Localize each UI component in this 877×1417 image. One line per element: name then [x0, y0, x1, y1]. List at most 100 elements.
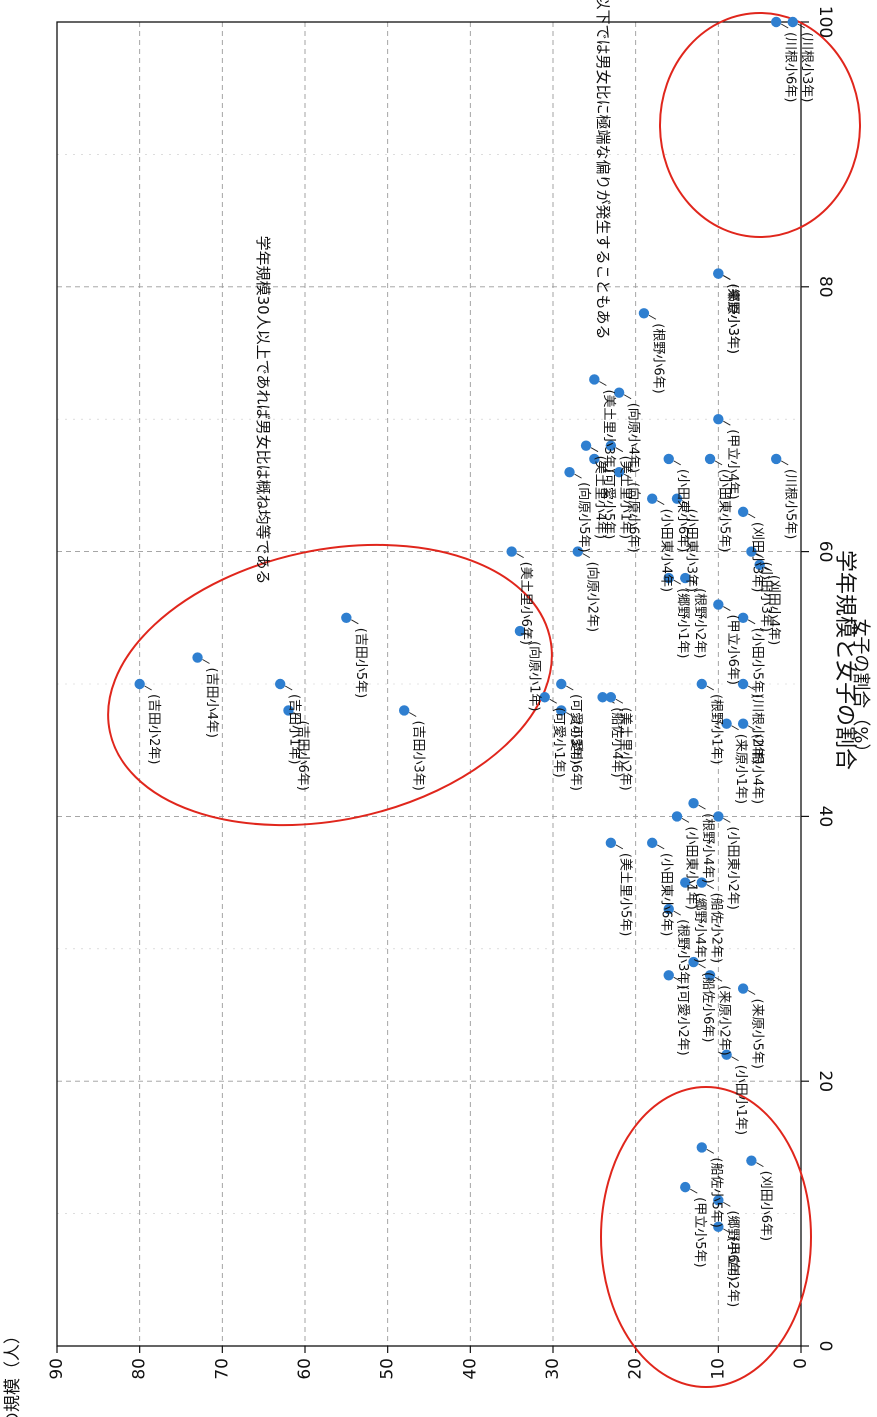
point-label: (小田東小5年) — [717, 469, 733, 552]
point-label: (向原小4年) — [626, 403, 642, 473]
leader-line — [747, 990, 756, 995]
point-label: (甲立小4年) — [725, 429, 740, 499]
leader-line — [566, 712, 574, 717]
data-point — [671, 493, 683, 504]
leader-line — [747, 685, 756, 691]
point-label: (小田東小4年) — [659, 509, 675, 592]
point-label: (美土里小5年) — [617, 853, 632, 936]
annotation-small-grade: 学年規模20人以下では男女比に極端な偏りが発生することもある — [594, 0, 612, 340]
leader-line — [698, 804, 706, 810]
point-label: (可愛小6年) — [568, 720, 583, 790]
data-point — [663, 453, 674, 465]
point-labels: (吉田小2年) (吉田小4年) (吉田小1年) (吉田小5年) (吉田小6年) (吉田小3… — [146, 32, 814, 1307]
data-point — [283, 705, 294, 716]
point-label: (美土里小2年) — [617, 707, 632, 790]
leader-lines — [144, 23, 805, 1234]
tick-label-count: 0 — [791, 1358, 811, 1369]
point-label: (船佐小6年) — [700, 972, 715, 1042]
point-label: (船佐小5年) — [708, 1157, 723, 1227]
leader-line — [714, 976, 723, 982]
data-point — [192, 652, 203, 663]
point-label: (小田東小6年) — [675, 469, 691, 552]
tick-label-count: 10 — [708, 1358, 728, 1380]
leader-line — [599, 381, 607, 386]
point-label: (吉田小6年) — [295, 720, 310, 790]
data-point — [680, 572, 691, 584]
plot-frame — [56, 21, 802, 1347]
leader-line — [566, 685, 574, 691]
leader-line — [797, 23, 805, 29]
leader-line — [516, 553, 524, 558]
point-label: (甲立小5年) — [692, 1197, 707, 1267]
point-label: (向原小6年) — [626, 482, 642, 552]
grid — [57, 22, 801, 1346]
data-point — [696, 678, 707, 690]
point-label: (川根小3年) — [799, 32, 814, 102]
tick-labels: 0 10 20 30 40 50 60 70 80 90 0 20 40 60 80 100 — [47, 6, 835, 1380]
leader-line — [723, 1228, 731, 1234]
leader-line — [723, 420, 731, 426]
data-point — [638, 308, 650, 319]
data-point — [704, 970, 716, 981]
tick-label-pct: 40 — [815, 806, 835, 828]
data-point — [713, 268, 724, 279]
data-point — [663, 572, 674, 584]
point-label: (可愛小3年) — [568, 694, 583, 764]
leader-line — [615, 844, 624, 850]
data-points — [134, 16, 798, 1233]
leader-line — [747, 513, 756, 519]
point-label: (来原小3年) — [725, 284, 740, 354]
tick-label-count: 40 — [460, 1358, 480, 1380]
y-axis-label: 学年の規模（人） — [3, 1327, 23, 1417]
leader-line — [698, 963, 706, 969]
data-point — [737, 612, 749, 623]
data-point — [704, 453, 716, 465]
point-label: (可愛小5年) — [601, 469, 616, 539]
ellipse-small-low-girls — [600, 1086, 812, 1388]
highlight-ellipses — [107, 12, 861, 1388]
data-point — [663, 903, 674, 915]
leader-line — [706, 1149, 715, 1154]
point-label: (川根小5年) — [783, 469, 798, 539]
data-point — [754, 559, 765, 571]
leader-line — [731, 1056, 739, 1062]
leader-line — [673, 910, 681, 916]
point-label: (向原小2年) — [584, 562, 600, 632]
data-point — [721, 1049, 732, 1060]
leader-line — [582, 553, 591, 558]
leader-line — [731, 725, 739, 731]
data-point — [696, 877, 707, 888]
point-label: (根野小6年) — [650, 323, 665, 393]
leader-line — [681, 818, 690, 823]
leader-line — [690, 1188, 698, 1194]
point-label: (根野小4年) — [700, 813, 715, 883]
leader-line — [202, 659, 210, 664]
point-label: (刈田小4年) — [766, 575, 781, 645]
point-label: (小田小1年) — [733, 1065, 748, 1135]
data-point — [680, 877, 691, 888]
data-point — [737, 678, 749, 690]
data-point — [737, 506, 749, 518]
leader-line — [706, 884, 715, 889]
data-point — [580, 440, 592, 451]
data-point — [696, 1142, 707, 1153]
data-point — [737, 718, 749, 729]
point-label: (小田小3年) — [758, 562, 773, 632]
leader-line — [747, 619, 756, 625]
data-point — [589, 374, 600, 385]
leader-line — [615, 447, 624, 453]
point-label: (根野小1年) — [708, 694, 723, 764]
point-label: (来原小2年) — [717, 985, 732, 1055]
point-label: (美土里小1年) — [617, 456, 632, 539]
data-point — [688, 956, 699, 968]
tick-label-pct: 0 — [815, 1341, 835, 1352]
ellipse-small-high-girls — [659, 12, 861, 238]
point-label: (刈田小3年) — [750, 522, 765, 592]
leader-line — [524, 632, 533, 638]
leader-line — [756, 1162, 764, 1168]
data-point — [605, 692, 617, 703]
point-label: (美土里小3年) — [601, 389, 616, 472]
point-label: (甲立小6年) — [725, 615, 740, 685]
point-label: (可愛小2年) — [675, 985, 690, 1055]
tick-label-count: 80 — [130, 1358, 150, 1380]
